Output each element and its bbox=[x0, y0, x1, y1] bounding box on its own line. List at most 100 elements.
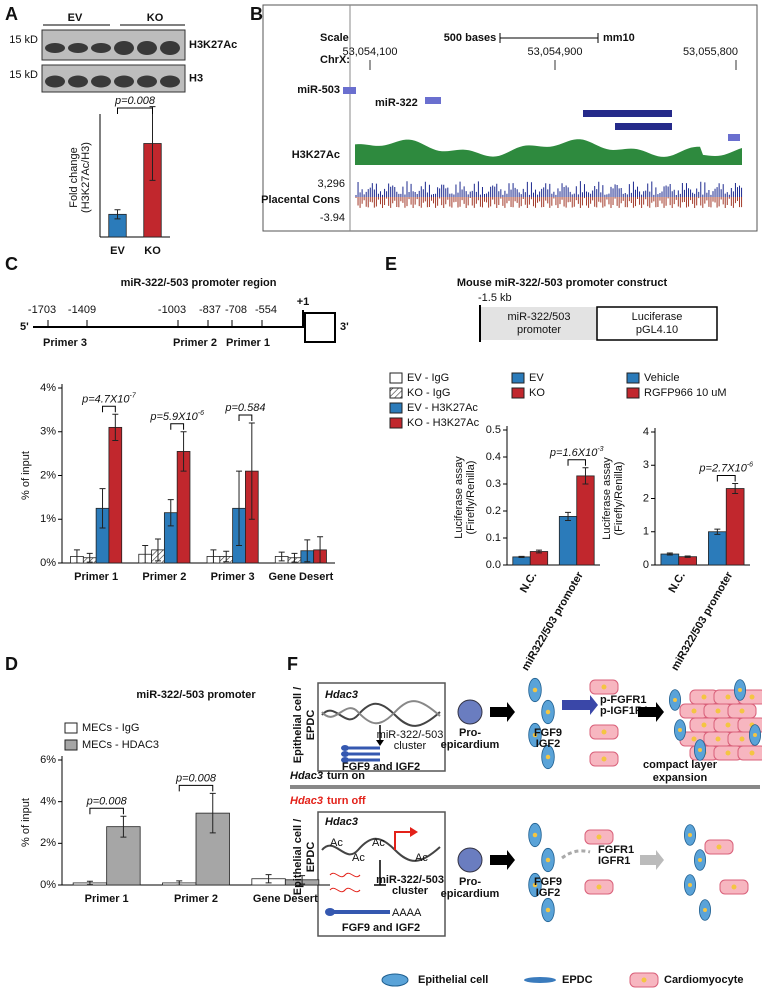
cons-neg bbox=[355, 197, 743, 208]
legend-swatch bbox=[626, 387, 640, 399]
y-axis-label: Luciferase assay bbox=[453, 456, 465, 539]
bracket bbox=[238, 414, 253, 421]
panel-label: B bbox=[250, 4, 263, 24]
nucleus bbox=[725, 722, 731, 728]
nucleus bbox=[725, 750, 731, 756]
ligand bbox=[341, 745, 349, 751]
section-title: Hdac3 turn on bbox=[290, 770, 365, 782]
label: -837 bbox=[199, 304, 221, 316]
error-bar bbox=[317, 536, 324, 564]
blot-band bbox=[114, 41, 134, 55]
legend-epdc bbox=[524, 977, 556, 983]
bracket bbox=[117, 107, 153, 114]
label: EV bbox=[68, 12, 83, 24]
blot-band bbox=[137, 41, 157, 55]
nucleus bbox=[545, 907, 551, 913]
legend-swatch bbox=[389, 417, 403, 429]
y-tick-label: 0.4 bbox=[486, 451, 501, 463]
label: epicardium bbox=[441, 888, 500, 900]
legend-swatch bbox=[511, 387, 525, 399]
error-bar bbox=[142, 545, 149, 564]
label: 15 kD bbox=[9, 34, 38, 46]
arrow bbox=[638, 702, 664, 722]
label: Luciferase bbox=[632, 311, 683, 323]
ligand bbox=[341, 751, 349, 757]
legend-swatch bbox=[64, 739, 78, 751]
ligand bbox=[325, 908, 335, 916]
label: expansion bbox=[653, 772, 708, 784]
nucleus bbox=[698, 858, 702, 862]
label: IGF2 bbox=[536, 738, 560, 750]
y-tick-label: 4% bbox=[40, 796, 56, 808]
label: compact layer bbox=[643, 759, 718, 771]
exon bbox=[304, 312, 336, 343]
label: 15 kD bbox=[9, 69, 38, 81]
nucleus bbox=[749, 750, 755, 756]
p-value: p=1.6X10-3 bbox=[549, 446, 604, 459]
nucleus bbox=[532, 832, 538, 838]
y-tick-label: 0.3 bbox=[486, 478, 501, 490]
blot-band bbox=[45, 75, 65, 88]
p-value-text: p=0.008 bbox=[175, 772, 217, 784]
legend-cell bbox=[381, 973, 409, 987]
blot-band bbox=[68, 43, 88, 53]
blot bbox=[41, 64, 186, 93]
blot-band bbox=[91, 43, 111, 53]
y-axis-label: Fold change bbox=[68, 147, 80, 208]
legend-swatch bbox=[511, 372, 525, 384]
error-bar bbox=[565, 511, 572, 521]
dna bbox=[321, 837, 441, 862]
label: -1.5 kb bbox=[478, 292, 512, 304]
blot-band bbox=[45, 43, 65, 53]
blot-band bbox=[160, 41, 180, 55]
y-tick-label: 0% bbox=[40, 557, 56, 569]
label: +1 bbox=[297, 296, 310, 308]
x-tick-label: Gene Desert bbox=[268, 571, 333, 583]
blot-band bbox=[137, 75, 157, 88]
arrowhead bbox=[376, 740, 384, 746]
nucleus bbox=[715, 708, 721, 714]
p-value: p=0.584 bbox=[224, 402, 265, 414]
error-bar bbox=[99, 488, 106, 529]
label: Epithelial cell / bbox=[292, 819, 304, 895]
legend-label: EV bbox=[529, 372, 544, 384]
nucleus bbox=[716, 844, 722, 850]
y-tick-label: 3% bbox=[40, 426, 56, 438]
nucleus bbox=[596, 834, 602, 840]
nucleus bbox=[688, 883, 692, 887]
arrow bbox=[562, 695, 598, 715]
label: 53,054,100 bbox=[342, 46, 397, 58]
legend-label: MECs - IgG bbox=[82, 722, 139, 734]
nucleus bbox=[532, 732, 538, 738]
label: Pro- bbox=[459, 876, 481, 888]
dashed-arrow bbox=[561, 849, 591, 860]
label: miR-322 bbox=[375, 97, 418, 109]
y-axis-label: % of input bbox=[20, 451, 32, 500]
legend-label: KO - H3K27Ac bbox=[407, 417, 480, 429]
label: FGF9 and IGF2 bbox=[342, 761, 420, 773]
x-tick-label: KO bbox=[144, 245, 161, 257]
promoter-arrow bbox=[394, 831, 412, 850]
label: 53,054,900 bbox=[527, 46, 582, 58]
error-bar bbox=[684, 555, 691, 558]
label: Ac bbox=[372, 837, 385, 849]
bracket bbox=[716, 475, 736, 482]
nucleus bbox=[753, 733, 757, 737]
nucleus bbox=[545, 709, 551, 715]
y-tick-label: 2% bbox=[40, 837, 56, 849]
nucleus bbox=[725, 694, 731, 700]
error-bar bbox=[304, 539, 311, 563]
panel-label: F bbox=[287, 654, 298, 674]
label: Ac bbox=[352, 852, 365, 864]
error-bar bbox=[176, 880, 183, 886]
x-tick-label: Primer 1 bbox=[85, 893, 129, 905]
bracket bbox=[170, 423, 185, 430]
y-tick-label: 2 bbox=[643, 492, 649, 504]
cons-pos bbox=[355, 181, 743, 197]
y-tick-label: 4% bbox=[40, 382, 56, 394]
panel-label: D bbox=[5, 654, 18, 674]
y-tick-label: 0.5 bbox=[486, 424, 501, 436]
bracket bbox=[567, 459, 586, 466]
p-value: p=4.7X10-7 bbox=[81, 392, 137, 405]
